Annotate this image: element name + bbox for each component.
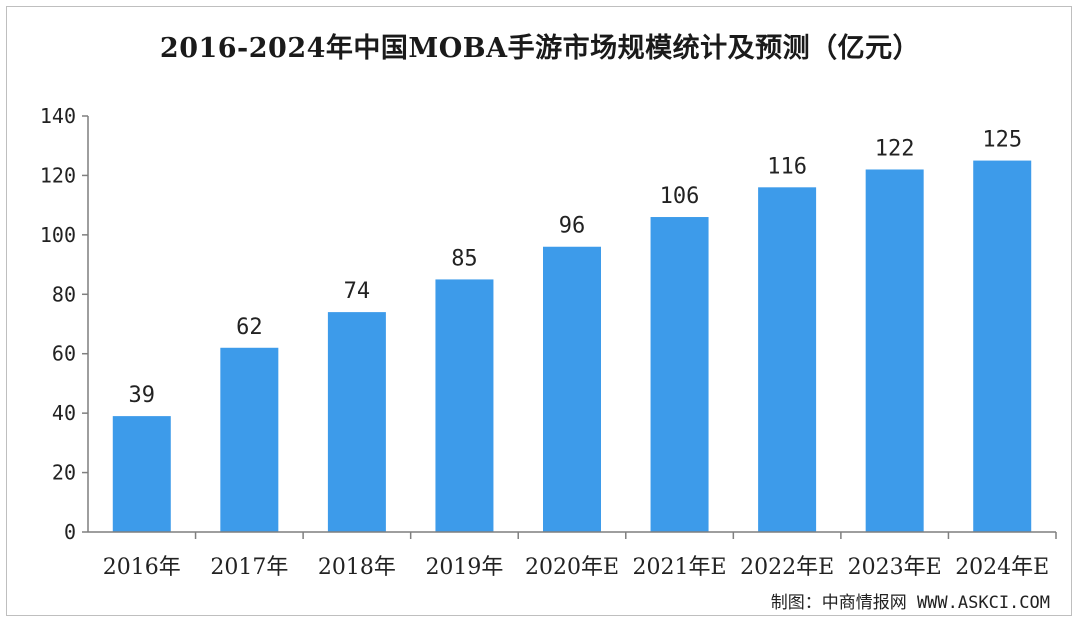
y-tick-label: 60 (52, 342, 76, 366)
bar (435, 279, 494, 532)
data-label: 116 (767, 154, 807, 179)
x-axis-ticks: 2016年 2017年 2018年 2019年 2020年E 2021年E 2022年E 20… (103, 532, 1057, 580)
y-axis-ticks: 0 20 40 60 80 100 120 140 (40, 104, 88, 544)
bar (112, 416, 171, 532)
y-tick-label: 120 (40, 163, 76, 187)
bar (650, 217, 709, 532)
bar (865, 169, 924, 532)
data-label: 122 (875, 136, 915, 161)
data-label: 39 (129, 383, 156, 408)
x-tick-label: 2023年E (848, 555, 942, 580)
x-tick-label: 2016年 (103, 555, 181, 580)
data-label: 74 (344, 279, 371, 304)
y-tick-label: 100 (40, 223, 76, 247)
data-label: 62 (236, 315, 263, 340)
chart-title: 2016-2024年中国MOBA手游市场规模统计及预测（亿元） (159, 33, 921, 64)
x-tick-label: 2022年E (740, 555, 834, 580)
y-tick-label: 140 (40, 104, 76, 128)
x-tick-label: 2019年 (425, 555, 503, 580)
bar (758, 187, 817, 533)
bar (543, 246, 601, 532)
data-labels: 39 62 74 85 96 106 116 122 125 (129, 128, 1023, 409)
x-tick-label: 2017年 (210, 555, 288, 580)
y-tick-label: 40 (52, 401, 76, 425)
data-label: 96 (559, 214, 586, 239)
data-label: 106 (660, 184, 700, 209)
y-tick-label: 80 (52, 282, 76, 306)
bar (220, 347, 279, 532)
bars (112, 160, 1032, 533)
bar (973, 160, 1032, 533)
data-label: 85 (451, 246, 478, 271)
source-credit: 制图：中商情报网 WWW.ASKCI.COM (770, 593, 1050, 613)
x-tick-label: 2018年 (318, 555, 396, 580)
y-tick-label: 20 (52, 461, 76, 485)
x-tick-label: 2021年E (633, 555, 727, 580)
x-tick-label: 2024年E (955, 555, 1049, 580)
y-tick-label: 0 (64, 520, 76, 544)
x-tick-label: 2020年E (525, 555, 619, 580)
bar (327, 312, 386, 532)
data-label: 125 (982, 128, 1022, 153)
